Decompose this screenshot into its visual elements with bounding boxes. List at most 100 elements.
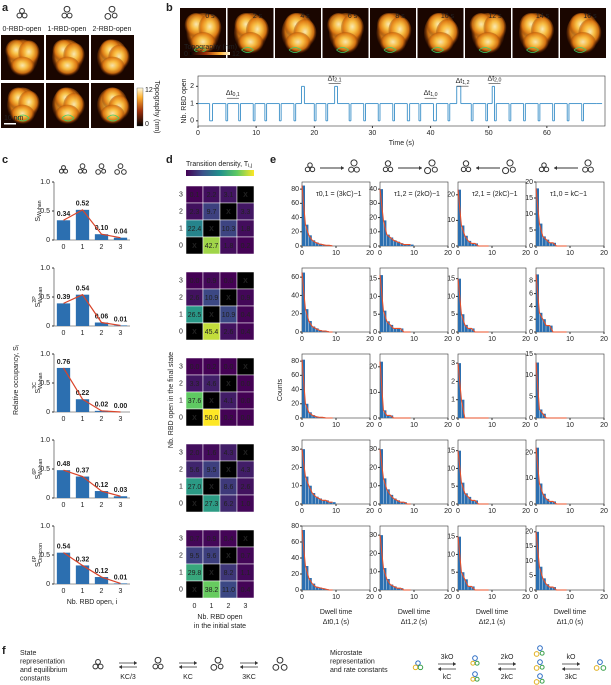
rate-constant: 2kC bbox=[501, 674, 513, 681]
fit-curve bbox=[535, 447, 567, 505]
row-label: 3 bbox=[179, 535, 183, 542]
outline-contour bbox=[478, 47, 492, 53]
histogram-bar bbox=[312, 583, 316, 590]
fit-curve bbox=[301, 449, 333, 503]
rbd-circle bbox=[474, 676, 480, 682]
rbd-circle bbox=[66, 12, 73, 19]
molecule-icon bbox=[77, 163, 88, 174]
annotation: Δt2,1 bbox=[328, 75, 342, 84]
annotation: Δt1,0 bbox=[424, 90, 438, 99]
cell-label: 4.3 bbox=[241, 467, 251, 474]
x-tick-label: 0 bbox=[456, 336, 460, 343]
cell-label: X bbox=[243, 364, 248, 371]
histogram-bar bbox=[461, 572, 465, 590]
x-tick-label: 10 bbox=[566, 250, 574, 257]
fit-curve bbox=[535, 531, 567, 591]
rbd-circle bbox=[121, 169, 127, 175]
x-tick-label: 10 bbox=[410, 508, 418, 515]
arrow-head bbox=[341, 166, 344, 170]
rate-formula: τ1,2 = (2kO)−1 bbox=[394, 191, 440, 198]
x-axis-label: in the initial state bbox=[194, 623, 246, 630]
y-tick-label: 0 bbox=[373, 501, 377, 508]
rbd-circle bbox=[21, 12, 28, 19]
panel-label: c bbox=[2, 154, 8, 166]
arrow-head bbox=[513, 662, 516, 666]
histogram-bar bbox=[407, 244, 411, 246]
histogram-bar bbox=[305, 566, 309, 590]
col-label: 2 bbox=[227, 603, 231, 610]
rbd-circle bbox=[537, 645, 543, 651]
colorbar bbox=[136, 87, 144, 127]
y-tick-label: 1.0 bbox=[40, 265, 50, 272]
arrow-head bbox=[438, 667, 441, 671]
frame-time: 0 s bbox=[205, 13, 215, 20]
afm-blob bbox=[427, 32, 454, 54]
molecule-icon bbox=[304, 162, 316, 173]
histogram-bar bbox=[380, 449, 383, 504]
y-axis-label: S2PWuhan bbox=[32, 287, 44, 308]
plot-frame bbox=[457, 525, 527, 591]
plot-frame bbox=[535, 267, 605, 333]
y-tick-label: 80 bbox=[291, 523, 299, 530]
row-label: 2 bbox=[179, 380, 183, 387]
arrow-head bbox=[119, 665, 122, 669]
cell-label: X bbox=[209, 226, 214, 233]
rbd-circle bbox=[348, 166, 355, 173]
histogram-bar bbox=[305, 309, 309, 332]
histogram-bar bbox=[302, 359, 305, 418]
y-tick-label: 60 bbox=[291, 372, 299, 379]
frame-time: 12 s bbox=[488, 13, 502, 20]
x-tick-label: 0 bbox=[62, 588, 66, 595]
fit-line bbox=[63, 209, 121, 239]
fit-curve bbox=[457, 363, 489, 419]
y-tick-label: 10 bbox=[291, 483, 299, 490]
x-tick-label: 10 bbox=[252, 130, 260, 137]
row-label: 0 bbox=[179, 414, 183, 421]
y-tick-label: 60 bbox=[291, 539, 299, 546]
y-axis-label: Counts bbox=[277, 378, 284, 401]
plot-frame bbox=[535, 525, 605, 591]
histogram-bar bbox=[393, 498, 397, 504]
rbd-circle bbox=[82, 168, 88, 174]
y-tick-label: 30 bbox=[369, 532, 377, 539]
y-tick-label: 0 bbox=[373, 415, 377, 422]
histogram-bar bbox=[546, 498, 550, 504]
bar bbox=[56, 303, 71, 326]
molecule-icon bbox=[152, 656, 164, 670]
fit-curve bbox=[379, 189, 411, 246]
y-tick-label: 0 bbox=[529, 329, 533, 336]
fit-curve bbox=[457, 536, 489, 591]
cell-label: 27.0 bbox=[188, 484, 202, 491]
y-tick-label: 0.5 bbox=[40, 380, 50, 387]
x-tick-label: 10 bbox=[410, 594, 418, 601]
colorbar-title: Transition density, Ti,j bbox=[186, 161, 252, 170]
x-tick-label: 20 bbox=[600, 250, 608, 257]
histogram-bar bbox=[468, 328, 472, 332]
y-tick-label: 0 bbox=[295, 243, 299, 250]
frame-time: 10 s bbox=[441, 13, 455, 20]
rbd-circle bbox=[108, 5, 116, 13]
cell-label: 0.0 bbox=[224, 364, 234, 371]
histogram-bar bbox=[458, 189, 461, 246]
y-tick-label: 1.0 bbox=[40, 351, 50, 358]
annotation: Δt0,1 bbox=[226, 90, 240, 99]
histogram-bar bbox=[386, 489, 390, 504]
cell-label: 6.2 bbox=[224, 501, 234, 508]
cell-label: 0.9 bbox=[207, 278, 217, 285]
histogram-bar bbox=[539, 223, 543, 246]
y-axis-label-base: S bbox=[35, 474, 42, 479]
fit-curve bbox=[301, 185, 333, 247]
cell-label: 26.5 bbox=[188, 312, 202, 319]
histogram-bar bbox=[315, 242, 319, 246]
bar bbox=[94, 322, 109, 326]
histogram-bar bbox=[539, 483, 543, 504]
molecule-icon bbox=[114, 163, 127, 175]
row-label: 0 bbox=[179, 242, 183, 249]
value-label: 0.12 bbox=[95, 482, 109, 489]
histogram-bar bbox=[386, 415, 390, 418]
value-label: 0.76 bbox=[57, 359, 71, 366]
y-axis-label-base: Relative occupancy, S bbox=[13, 346, 20, 415]
rbd-circle bbox=[584, 159, 592, 167]
y-tick-label: 40 bbox=[291, 214, 299, 221]
annotation-sub: 2,1 bbox=[334, 78, 341, 84]
